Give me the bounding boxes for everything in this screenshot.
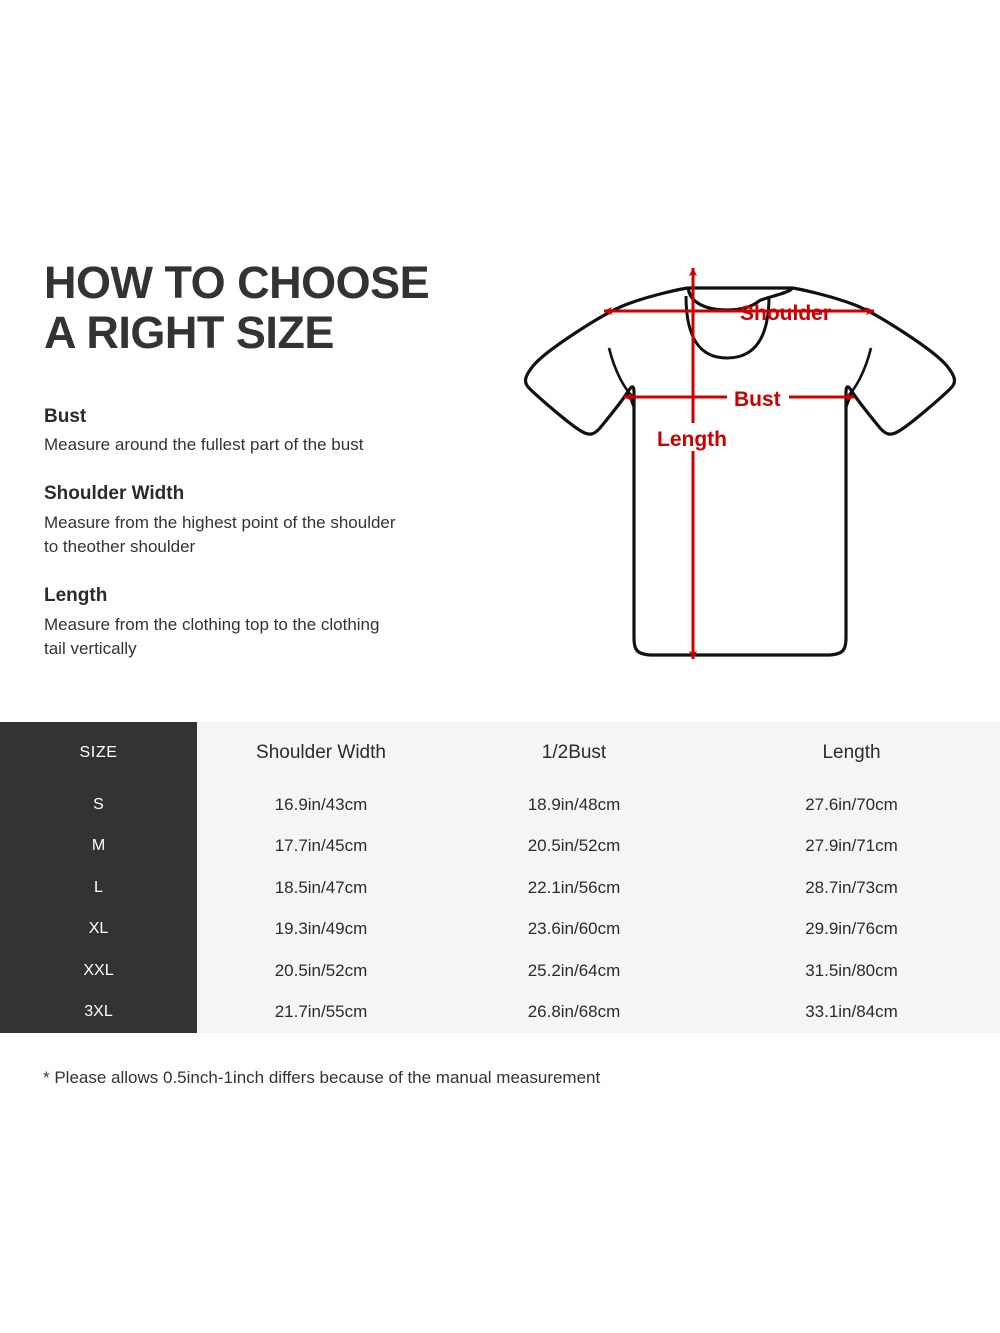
cell-shoulder-width: 21.7in/55cm: [274, 1002, 368, 1022]
length-label: Length: [657, 428, 727, 451]
definition-term: Shoulder Width: [44, 483, 185, 505]
table-row: S 16.9in/43cm 18.9in/48cm 27.6in/70cm: [0, 784, 1000, 826]
definition-length: Length Measure from the clothing top to …: [44, 582, 474, 661]
cell-shoulder-width: 18.5in/47cm: [274, 877, 368, 897]
table-row: M 17.7in/45cm 20.5in/52cm 27.9in/71cm: [0, 826, 1000, 868]
cell-half-bust: 23.6in/60cm: [527, 919, 621, 939]
cell-size: M: [91, 837, 106, 855]
cell-half-bust: 18.9in/48cm: [527, 794, 621, 814]
definition-term: Length: [44, 585, 108, 607]
cell-shoulder-width: 17.7in/45cm: [274, 836, 368, 856]
table-row: L 18.5in/47cm 22.1in/56cm 28.7in/73cm: [0, 867, 1000, 909]
tshirt-diagram: Shoulder Bust Length: [505, 248, 975, 688]
definition-bust: Bust Measure around the fullest part of …: [44, 403, 474, 458]
cell-shoulder-width: 16.9in/43cm: [274, 794, 368, 814]
tshirt-illustration: Shoulder Bust Length: [523, 267, 957, 660]
column-header-shoulder-width: Shoulder Width: [256, 742, 386, 763]
definition-term: Bust: [44, 405, 87, 427]
cell-shoulder-width: 20.5in/52cm: [274, 960, 368, 980]
definition-shoulder-width: Shoulder Width Measure from the highest …: [44, 480, 474, 559]
size-column-background: [0, 722, 197, 1033]
table-row: XL 19.3in/49cm 23.6in/60cm 29.9in/76cm: [0, 909, 1000, 951]
shirt-outline-icon: [523, 286, 957, 657]
measurement-definitions: Bust Measure around the fullest part of …: [44, 403, 474, 661]
collar-inner-icon: [684, 295, 771, 360]
cell-length: 27.9in/71cm: [805, 836, 898, 856]
cell-length: 33.1in/84cm: [805, 1002, 898, 1022]
column-header-half-bust: 1/2Bust: [541, 742, 607, 763]
size-chart-table: SIZE Shoulder Width 1/2Bust Length S 16.…: [0, 722, 1000, 1033]
cell-size: XXL: [83, 961, 114, 979]
bust-label: Bust: [734, 388, 781, 411]
cell-size: XL: [88, 920, 109, 938]
definition-description: Measure from the clothing top to the clo…: [44, 614, 380, 658]
table-row: XXL 20.5in/52cm 25.2in/64cm 31.5in/80cm: [0, 950, 1000, 992]
column-header-length: Length: [822, 742, 881, 763]
cell-length: 28.7in/73cm: [805, 877, 898, 897]
cell-length: 29.9in/76cm: [805, 919, 898, 939]
shoulder-label: Shoulder: [740, 302, 831, 325]
cell-length: 31.5in/80cm: [805, 960, 898, 980]
cell-half-bust: 20.5in/52cm: [527, 836, 621, 856]
measurement-disclaimer: * Please allows 0.5inch-1inch differs be…: [43, 1068, 601, 1087]
cell-shoulder-width: 19.3in/49cm: [274, 919, 368, 939]
size-chart-table-wrapper: SIZE Shoulder Width 1/2Bust Length S 16.…: [0, 722, 1000, 1033]
cell-size: L: [94, 878, 103, 896]
cell-half-bust: 22.1in/56cm: [527, 877, 621, 897]
table-header-row: SIZE Shoulder Width 1/2Bust Length: [0, 722, 1000, 784]
column-header-size: SIZE: [79, 744, 118, 761]
cell-size: 3XL: [84, 1003, 113, 1021]
table-row: 3XL 21.7in/55cm 26.8in/68cm 33.1in/84cm: [0, 992, 1000, 1034]
cell-size: S: [93, 795, 104, 813]
cell-half-bust: 26.8in/68cm: [527, 1002, 621, 1022]
cell-length: 27.6in/70cm: [805, 794, 898, 814]
size-guide-info-column: HOW TO CHOOSE A RIGHT SIZE Bust Measure …: [44, 257, 474, 684]
definition-description: Measure from the highest point of the sh…: [44, 513, 396, 557]
cell-half-bust: 25.2in/64cm: [527, 960, 621, 980]
definition-description: Measure around the fullest part of the b…: [44, 435, 364, 455]
page-title: HOW TO CHOOSE A RIGHT SIZE: [44, 257, 430, 359]
